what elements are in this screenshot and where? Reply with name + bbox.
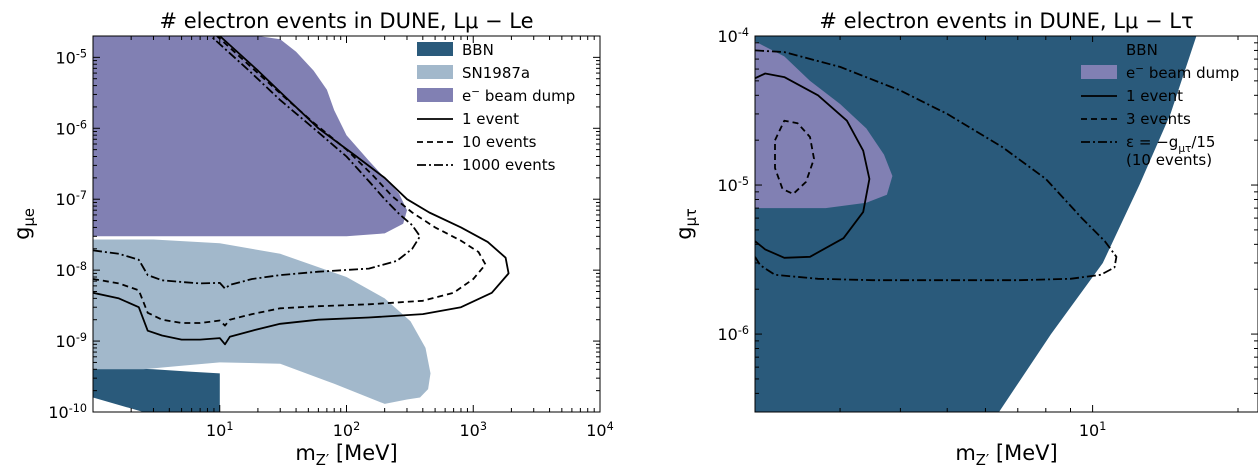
- y-tick-label: 10-4​: [717, 26, 749, 46]
- legend-swatch: [1081, 65, 1117, 79]
- contour-dashed-line: [774, 119, 815, 195]
- legend-label: 10 events: [462, 133, 537, 151]
- contour-solid-line: [93, 36, 510, 346]
- left-legend: BBN SN1987a e− beam dump 1 event 10 events 10…: [417, 41, 575, 174]
- x-tick-label: 102​: [333, 420, 360, 440]
- left-contour-lines: [93, 36, 510, 346]
- legend-swatch: [417, 88, 453, 102]
- right-regions: [755, 36, 1197, 412]
- y-tick-label: 10-10​: [48, 402, 87, 422]
- chart-title: # electron events in DUNE, Lμ − Le: [159, 9, 533, 33]
- contour-dashed-line: [93, 36, 487, 327]
- left-regions: [93, 36, 431, 412]
- y-axis-label: gμτ​: [672, 208, 700, 240]
- legend-label-line2: (10 events): [1126, 151, 1212, 169]
- left-axes: 101​ 102​ 103​ 104​ 10-10​ 10-9​ 10-8​ 10-7​ 10-…: [10, 9, 614, 466]
- x-tick-label: 101​: [1079, 420, 1106, 440]
- legend-label: 1 event: [462, 110, 519, 128]
- legend-label: 1000 events: [462, 156, 556, 174]
- legend-swatch: [417, 42, 453, 56]
- region-beam_dump: [93, 36, 407, 237]
- chart-title: # electron events in DUNE, Lμ − Lτ: [819, 9, 1193, 33]
- right-axes: 101​ 10-6​ 10-5​ 10-4​ # electron events in …: [672, 9, 1258, 466]
- contour-solid-line: [755, 72, 871, 259]
- y-tick-label: 10-7​: [55, 189, 87, 209]
- x-tick-label: 103​: [460, 420, 487, 440]
- y-tick-label: 10-6​: [717, 324, 749, 344]
- chart-right: 101​ 10-6​ 10-5​ 10-4​ # electron events in …: [672, 9, 1258, 466]
- x-tick-label: 101​: [206, 420, 233, 440]
- region-sn1987a: [93, 239, 431, 404]
- region-beam_dump: [755, 41, 893, 209]
- legend-label: ε = −gμτ/15: [1126, 133, 1215, 155]
- legend-label: e− beam dump: [1126, 63, 1239, 82]
- chart-left: 101​ 102​ 103​ 104​ 10-10​ 10-9​ 10-8​ 10-7​ 10-…: [10, 9, 614, 466]
- x-tick-label: 104​: [586, 420, 613, 440]
- legend-label: BBN: [462, 41, 494, 59]
- region-bbn: [93, 367, 220, 412]
- right-contour-lines: [755, 49, 1118, 282]
- y-tick-label: 10-5​: [55, 47, 87, 67]
- y-tick-label: 10-6​: [55, 118, 87, 138]
- legend-label: SN1987a: [462, 64, 530, 82]
- legend-swatch: [1081, 42, 1117, 56]
- x-axis-label: mZ′ [MeV]: [955, 441, 1057, 466]
- legend-label: 1 event: [1126, 87, 1183, 105]
- right-legend: BBN e− beam dump 1 event 3 events ε = −gμτ/1…: [1081, 41, 1239, 169]
- legend-label: e− beam dump: [462, 86, 575, 105]
- legend-label: BBN: [1126, 41, 1158, 59]
- legend-label: 3 events: [1126, 110, 1191, 128]
- y-tick-label: 10-9​: [55, 331, 87, 351]
- y-axis-label: gμe​: [10, 208, 38, 240]
- y-tick-label: 10-5​: [717, 175, 749, 195]
- plot-frame: [754, 35, 1258, 413]
- x-axis-label: mZ′ [MeV]: [295, 441, 397, 466]
- legend-swatch: [417, 65, 453, 79]
- y-tick-label: 10-8​: [55, 260, 87, 280]
- contour-dashdot-line: [755, 49, 1118, 282]
